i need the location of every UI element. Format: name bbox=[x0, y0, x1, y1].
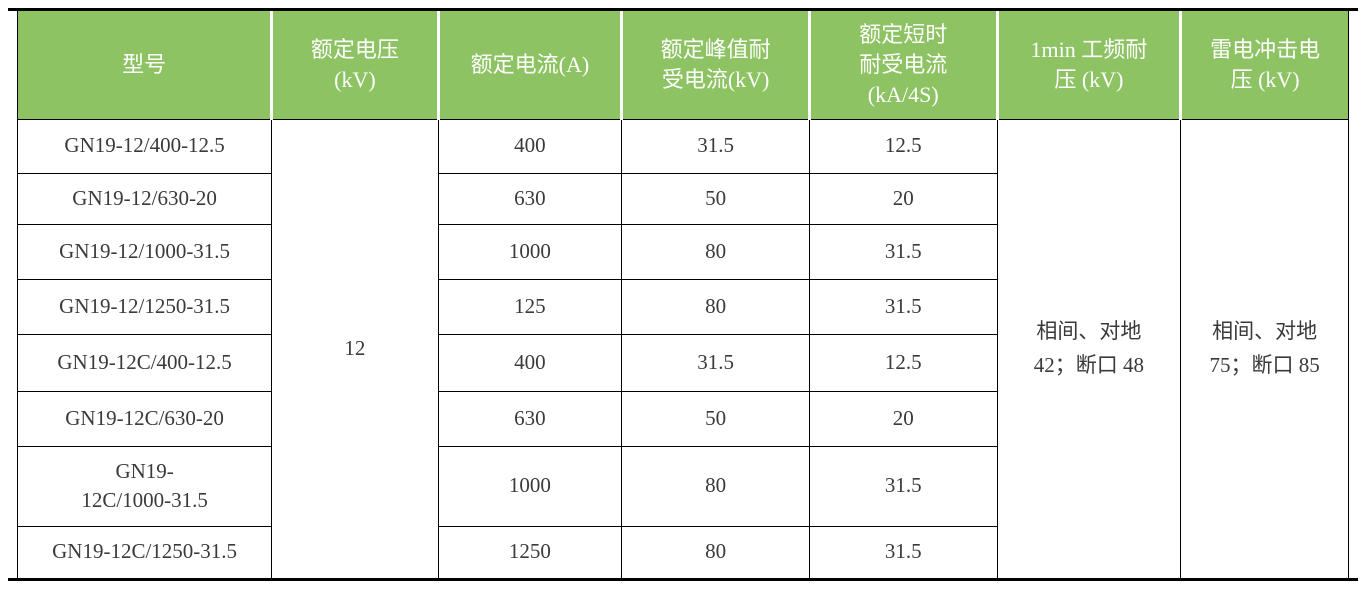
header-model: 型号 bbox=[16, 11, 273, 120]
header-lightning-impulse: 雷电冲击电 压 (kV) bbox=[1179, 11, 1349, 120]
power-freq-withstand-merged-cell: 相间、对地 42；断口 48 bbox=[996, 118, 1182, 579]
model-cell: GN19-12/400-12.5 bbox=[16, 118, 273, 174]
peak-withstand-cell: 31.5 bbox=[621, 118, 810, 174]
short-time-withstand-cell: 20 bbox=[808, 172, 998, 225]
table-row: GN19- 12C/1000-31.5 1000 80 31.5 bbox=[16, 445, 1349, 527]
model-cell: GN19-12/630-20 bbox=[16, 172, 273, 225]
lightning-impulse-merged-cell: 相间、对地 75；断口 85 bbox=[1180, 118, 1349, 579]
rated-current-cell: 630 bbox=[437, 390, 623, 447]
model-cell: GN19-12/1250-31.5 bbox=[16, 278, 273, 335]
short-time-withstand-cell: 12.5 bbox=[808, 333, 998, 392]
short-time-withstand-cell: 31.5 bbox=[808, 278, 998, 335]
short-time-withstand-cell: 31.5 bbox=[808, 445, 998, 527]
header-row: 型号 额定电压 (kV) 额定电流(A) 额定峰值耐 受电流(kV) 额定短时 … bbox=[16, 11, 1349, 120]
short-time-withstand-cell: 12.5 bbox=[808, 118, 998, 174]
short-time-withstand-cell: 31.5 bbox=[808, 525, 998, 579]
rated-current-cell: 125 bbox=[437, 278, 623, 335]
model-cell: GN19- 12C/1000-31.5 bbox=[16, 445, 273, 527]
table-row: GN19-12C/1250-31.5 1250 80 31.5 bbox=[16, 525, 1349, 579]
header-rated-current: 额定电流(A) bbox=[436, 11, 623, 120]
table-row: GN19-12/400-12.5 12 400 31.5 12.5 相间、对地 … bbox=[16, 118, 1349, 579]
peak-withstand-cell: 50 bbox=[621, 390, 810, 447]
peak-withstand-cell: 80 bbox=[621, 445, 810, 527]
peak-withstand-cell: 80 bbox=[621, 223, 810, 280]
rated-current-cell: 1000 bbox=[437, 445, 623, 527]
spec-table: 型号 额定电压 (kV) 额定电流(A) 额定峰值耐 受电流(kV) 额定短时 … bbox=[16, 11, 1349, 579]
header-rated-voltage: 额定电压 (kV) bbox=[270, 11, 439, 120]
rated-current-cell: 1000 bbox=[437, 223, 623, 280]
header-short-time-withstand: 额定短时 耐受电流 (kA/4S) bbox=[807, 11, 998, 120]
model-cell: GN19-12C/630-20 bbox=[16, 390, 273, 447]
peak-withstand-cell: 80 bbox=[621, 525, 810, 579]
short-time-withstand-cell: 20 bbox=[808, 390, 998, 447]
table-row: GN19-12C/630-20 630 50 20 bbox=[16, 390, 1349, 447]
model-cell: GN19-12C/1250-31.5 bbox=[16, 525, 273, 579]
short-time-withstand-cell: 31.5 bbox=[808, 223, 998, 280]
model-cell: GN19-12C/400-12.5 bbox=[16, 333, 273, 392]
table-row: GN19-12/630-20 630 50 20 bbox=[16, 172, 1349, 225]
peak-withstand-cell: 80 bbox=[621, 278, 810, 335]
rated-current-cell: 400 bbox=[437, 333, 623, 392]
header-peak-withstand: 额定峰值耐 受电流(kV) bbox=[620, 11, 810, 120]
peak-withstand-cell: 31.5 bbox=[621, 333, 810, 392]
model-cell: GN19-12/1000-31.5 bbox=[16, 223, 273, 280]
rated-voltage-merged-cell: 12 bbox=[271, 118, 439, 579]
rated-current-cell: 630 bbox=[437, 172, 623, 225]
peak-withstand-cell: 50 bbox=[621, 172, 810, 225]
rated-current-cell: 1250 bbox=[437, 525, 623, 579]
spec-sheet: 型号 额定电压 (kV) 额定电流(A) 额定峰值耐 受电流(kV) 额定短时 … bbox=[8, 8, 1358, 581]
rated-current-cell: 400 bbox=[437, 118, 623, 174]
header-power-freq-withstand: 1min 工频耐 压 (kV) bbox=[995, 11, 1182, 120]
table-row: GN19-12C/400-12.5 400 31.5 12.5 bbox=[16, 333, 1349, 392]
table-row: GN19-12/1000-31.5 1000 80 31.5 bbox=[16, 223, 1349, 280]
